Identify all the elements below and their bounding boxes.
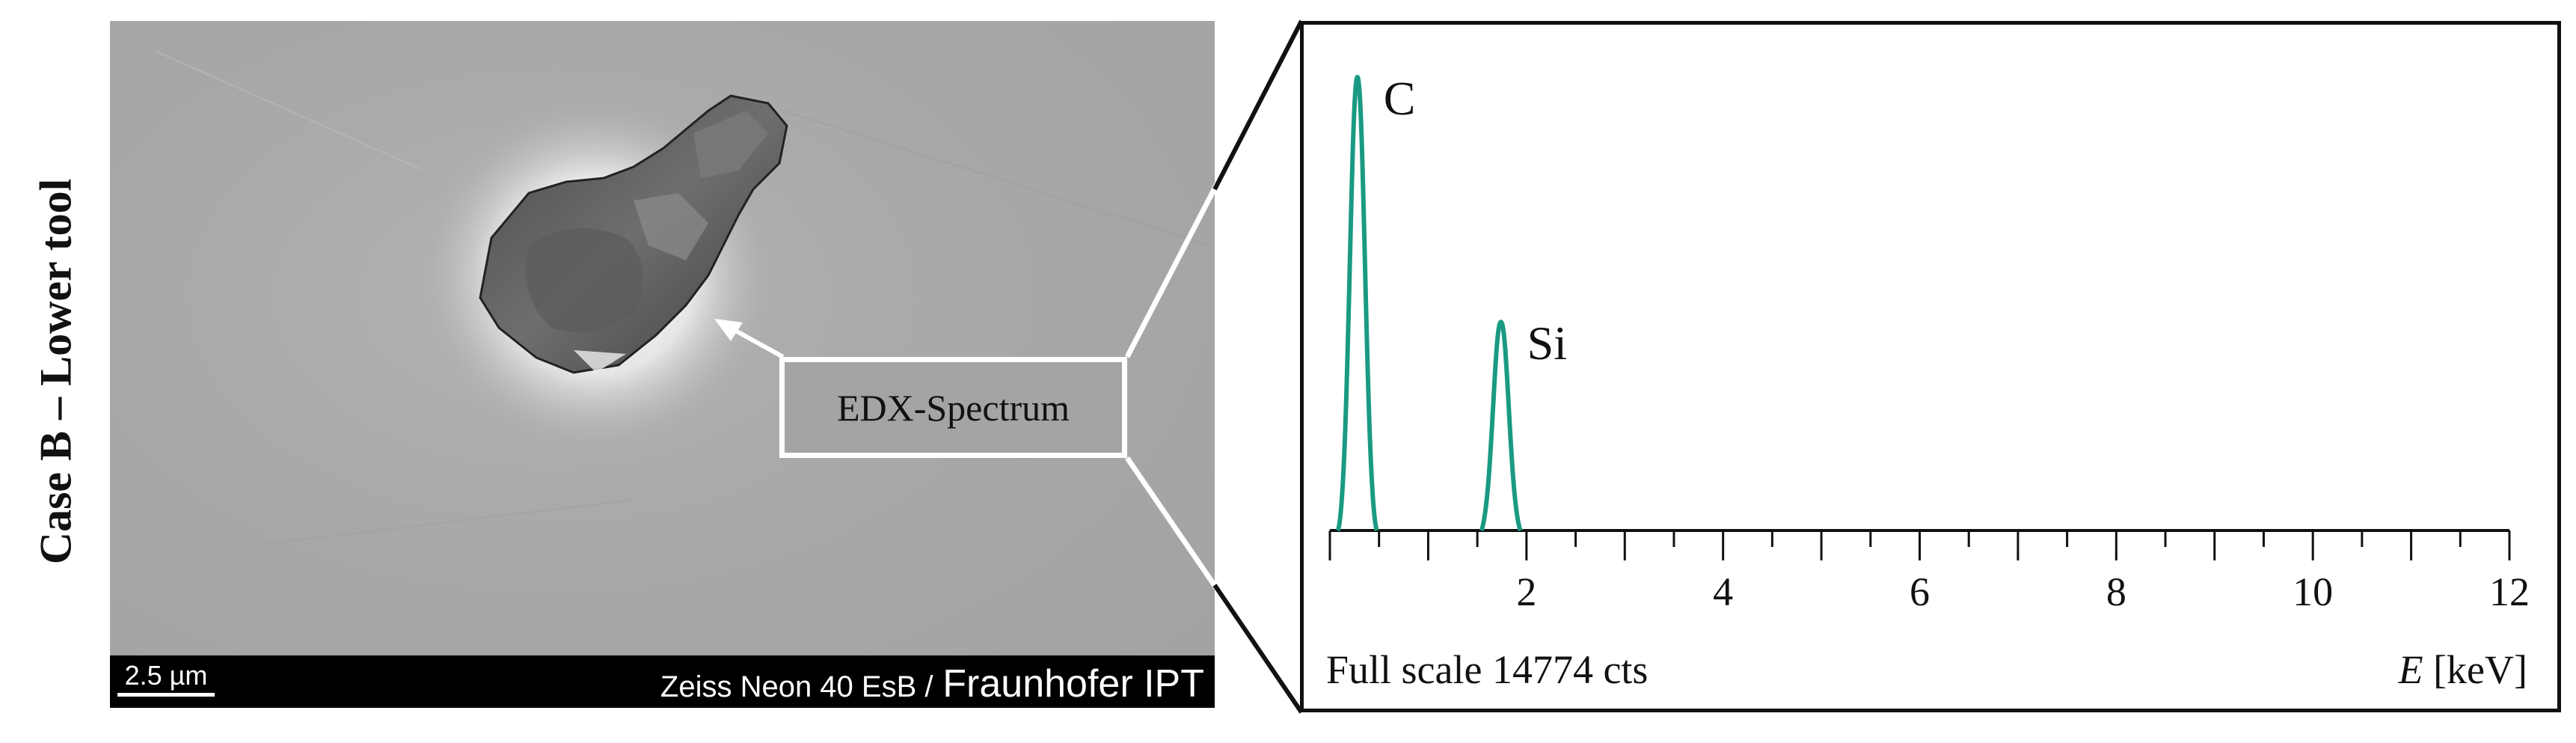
scale-bar-label: 2.5 µm	[124, 660, 208, 691]
x-tick-label: 10	[2293, 569, 2333, 614]
spectrum-peak	[1479, 319, 1523, 532]
edx-callout-label: EDX-Spectrum	[836, 386, 1070, 429]
energy-axis-label: E [keV]	[2398, 647, 2527, 692]
energy-symbol: E	[2398, 647, 2423, 692]
row-label: Case B – Lower tool	[15, 0, 97, 743]
connector-top-black	[1212, 19, 1304, 191]
edx-spectrum-plot: 2 4 6 8 10 12 C Si Full scale 14774 cts E [keV…	[1326, 72, 2530, 692]
x-axis	[1328, 529, 2511, 560]
x-tick-label: 2	[1516, 569, 1536, 614]
edx-spectrum-panel: 2 4 6 8 10 12 C Si Full scale 14774 cts E [keV…	[1300, 21, 2561, 712]
x-tick-label: 4	[1713, 569, 1733, 614]
x-tick-labels: 2 4 6 8 10 12	[1516, 569, 2530, 614]
sem-info-bar: 2.5 µm Zeiss Neon 40 EsB / Fraunhofer IP…	[110, 655, 1215, 708]
edx-callout-box: EDX-Spectrum	[779, 357, 1127, 458]
scale-bar: 2.5 µm	[117, 660, 215, 697]
row-label-text: Case B – Lower tool	[31, 178, 81, 565]
peak-label: Si	[1527, 317, 1567, 370]
x-tick-label: 12	[2489, 569, 2530, 614]
sem-texture	[154, 50, 1210, 545]
peak-label: C	[1384, 72, 1416, 125]
full-scale-label: Full scale 14774 cts	[1326, 647, 1648, 692]
organization-name: Fraunhofer IPT	[942, 662, 1204, 706]
arrow-head-icon	[714, 319, 743, 341]
x-tick-label: 8	[2106, 569, 2126, 614]
connector-bottom-black	[1212, 584, 1304, 714]
spectrum-peak	[1335, 74, 1379, 531]
x-tick-label: 6	[1910, 569, 1930, 614]
spectrum-peaks: C Si	[1335, 72, 1567, 532]
instrument-name: Zeiss Neon 40 EsB /	[660, 670, 933, 703]
energy-unit: [keV]	[2433, 647, 2527, 692]
scale-bar-line	[117, 693, 215, 697]
microscope-info: Zeiss Neon 40 EsB / Fraunhofer IPT	[660, 661, 1204, 706]
